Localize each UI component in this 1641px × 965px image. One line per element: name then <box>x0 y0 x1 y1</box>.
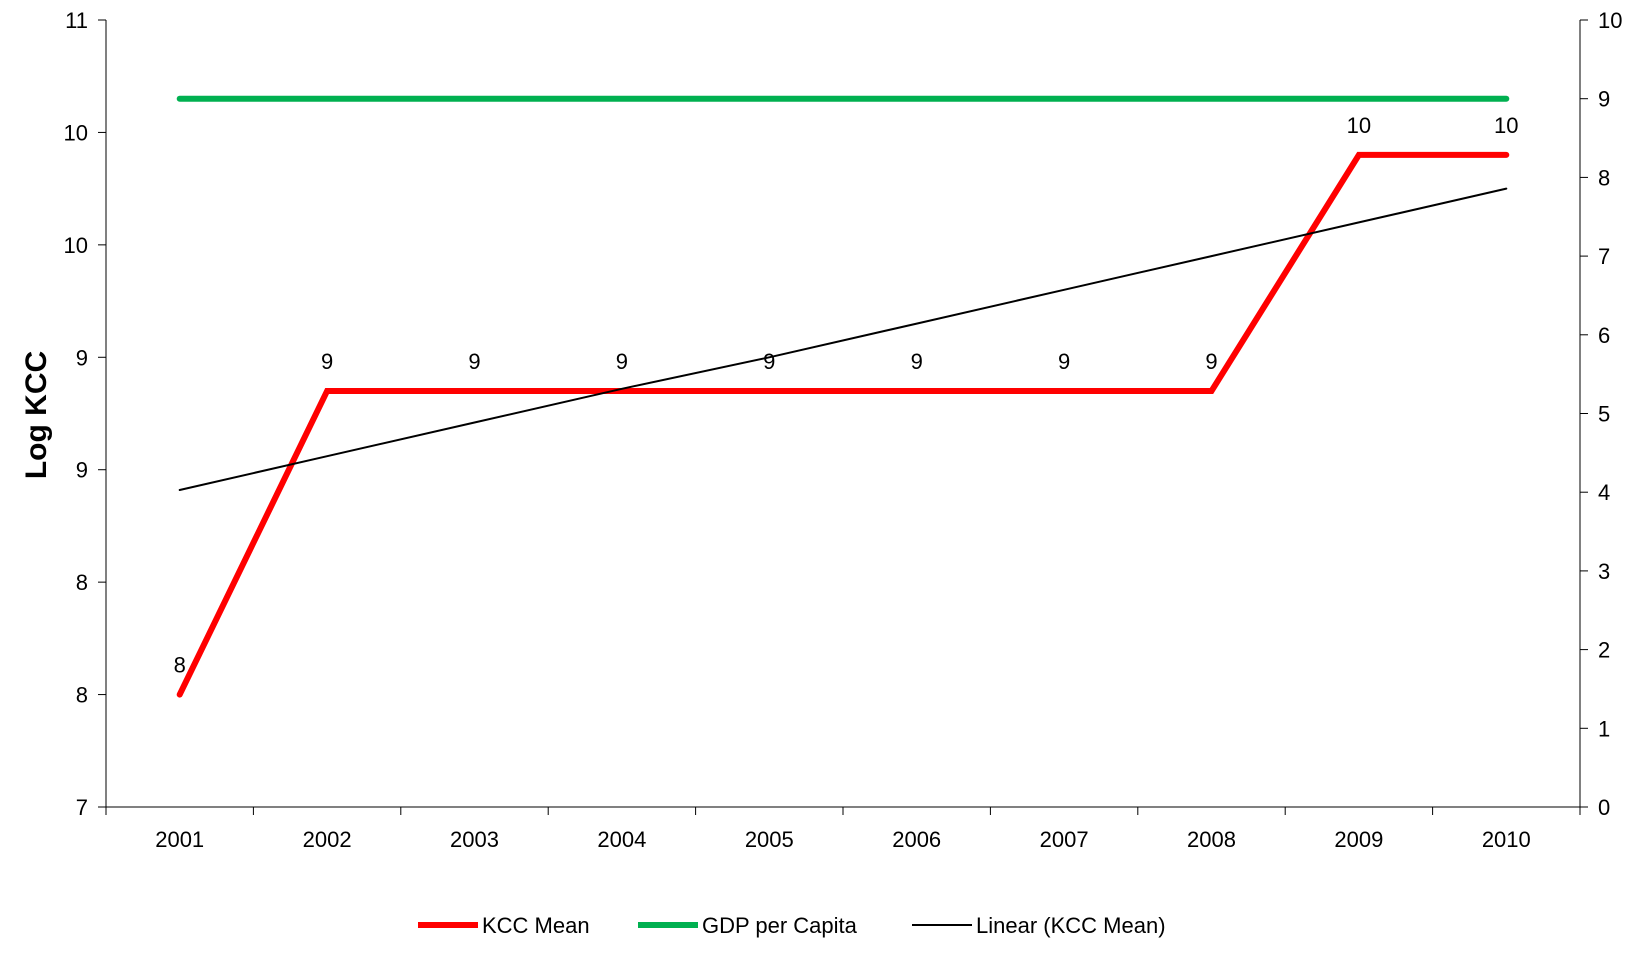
x-tick-label: 2004 <box>597 827 646 852</box>
data-label: 9 <box>911 349 923 374</box>
left-y-tick-label: 11 <box>65 8 88 33</box>
right-y-tick-label: 1 <box>1598 716 1610 741</box>
series-lines <box>176 95 1510 698</box>
x-tick-label: 2007 <box>1040 827 1089 852</box>
legend: KCC Mean GDP per Capita Linear (KCC Mean) <box>418 913 1166 938</box>
right-y-tick-label: 6 <box>1598 323 1610 348</box>
legend-label: GDP per Capita <box>702 913 858 938</box>
left-y-tick-label: 9 <box>76 345 88 370</box>
data-label: 9 <box>1058 349 1070 374</box>
data-label: 9 <box>1205 349 1217 374</box>
right-y-tick-label: 8 <box>1598 165 1610 190</box>
data-label: 9 <box>468 349 480 374</box>
x-tick-label: 2008 <box>1187 827 1236 852</box>
data-label: 9 <box>616 349 628 374</box>
right-y-tick-label: 7 <box>1598 244 1610 269</box>
x-tick-label: 2005 <box>745 827 794 852</box>
legend-label: Linear (KCC Mean) <box>976 913 1166 938</box>
legend-label: KCC Mean <box>482 913 590 938</box>
x-tick-label: 2001 <box>155 827 204 852</box>
right-y-tick-label: 10 <box>1598 8 1622 33</box>
data-label: 9 <box>321 349 333 374</box>
series-line-kcc-mean <box>176 151 1510 698</box>
right-y-tick-label: 3 <box>1598 559 1610 584</box>
x-tick-label: 2009 <box>1334 827 1383 852</box>
y-axis-title: Log KCC <box>20 351 53 479</box>
axes: 7 8 8 9 9 10 10 11 0 1 2 3 4 5 6 7 8 9 10 2001 2002 2003 2004 2… <box>64 8 1623 852</box>
data-label: 8 <box>174 653 186 678</box>
data-labels: 8 9 9 9 9 9 9 9 10 10 <box>174 113 1519 678</box>
right-y-tick-label: 4 <box>1598 480 1610 505</box>
x-tick-label: 2006 <box>892 827 941 852</box>
right-y-tick-label: 2 <box>1598 638 1610 663</box>
x-tick-label: 2003 <box>450 827 499 852</box>
right-y-tick-label: 5 <box>1598 402 1610 427</box>
left-y-tick-label: 8 <box>76 570 88 595</box>
x-tick-label: 2002 <box>303 827 352 852</box>
data-label: 9 <box>763 349 775 374</box>
left-y-tick-label: 7 <box>76 795 88 820</box>
data-label: 10 <box>1347 113 1371 138</box>
left-y-tick-label: 10 <box>64 233 88 258</box>
right-y-tick-label: 0 <box>1598 795 1610 820</box>
left-y-tick-label: 8 <box>76 683 88 708</box>
left-y-tick-label: 10 <box>64 120 88 145</box>
left-y-tick-label: 9 <box>76 458 88 483</box>
right-y-tick-label: 9 <box>1598 87 1610 112</box>
series-line-linear-kcc-mean <box>178 187 1508 491</box>
data-label: 10 <box>1494 113 1518 138</box>
x-tick-label: 2010 <box>1482 827 1531 852</box>
